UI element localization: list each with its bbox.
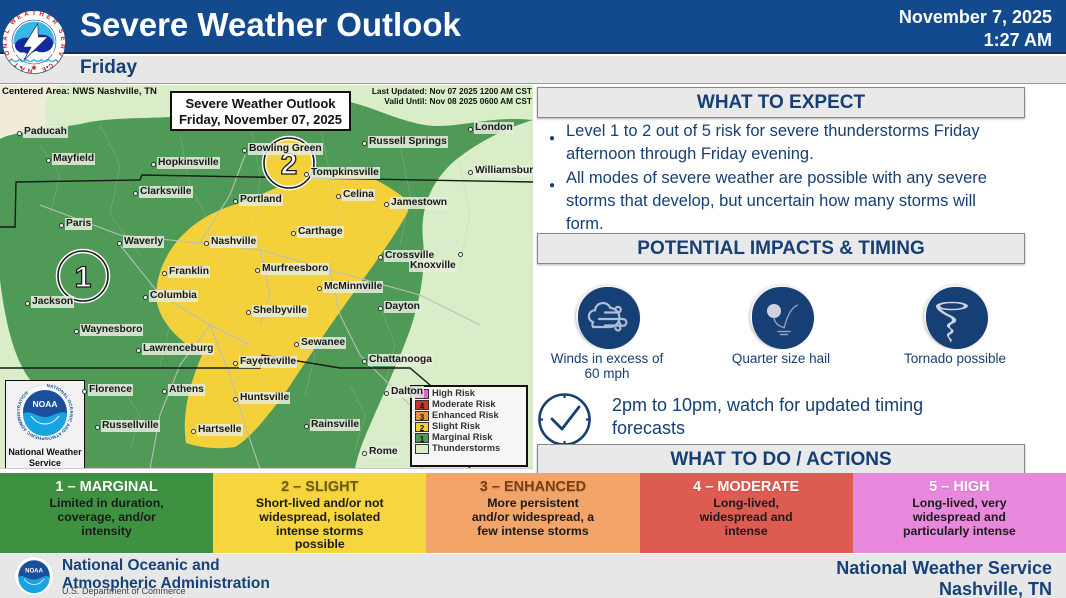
svg-text:NOAA: NOAA (25, 568, 43, 574)
svg-text:T: T (32, 10, 36, 17)
svg-text:NOAA: NOAA (32, 399, 57, 409)
svg-text:E: E (59, 36, 66, 41)
